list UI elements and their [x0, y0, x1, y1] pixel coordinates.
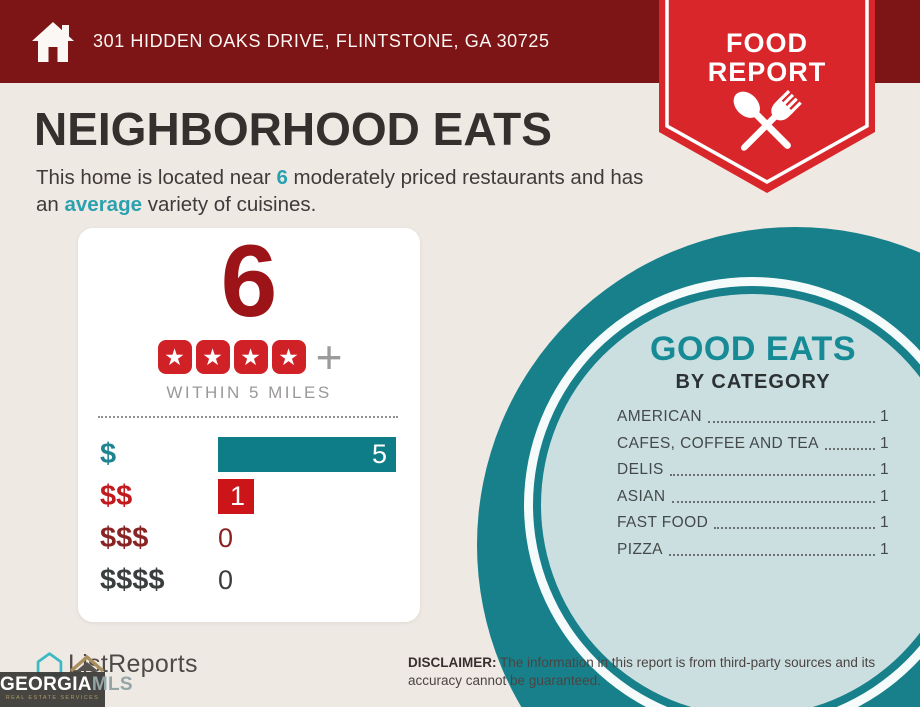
category-label: CAFES, COFFEE AND TEA [617, 434, 819, 452]
good-eats-title: GOOD EATS [650, 330, 856, 368]
price-label: $$$$ [100, 564, 165, 596]
category-count: 1 [879, 514, 889, 531]
dotted-leader [824, 447, 875, 450]
category-label: AMERICAN [617, 408, 703, 425]
food-report-ribbon: FOOD REPORT [659, 0, 875, 193]
house-icon [32, 21, 74, 62]
property-address: 301 HIDDEN OAKS DRIVE, FLINTSTONE, GA 30… [93, 31, 550, 51]
list-item: CAFES, COFFEE AND TEA 1 [617, 435, 889, 453]
bar-dollar-dollar: 1 [218, 479, 254, 514]
price-row-4: $$$$ 0 [78, 563, 396, 598]
bar-value: 5 [371, 439, 387, 469]
mls-name: GEORGIAMLS [0, 674, 133, 695]
list-item: DELIS 1 [617, 461, 889, 479]
page-title: NEIGHBORHOOD EATS [34, 103, 552, 155]
subtitle-text: moderately priced restaurants and has an [36, 166, 644, 216]
price-row-1: $ 5 [78, 437, 396, 472]
price-row-2: $$ 1 [78, 479, 396, 514]
georgia-mls-logo: GEORGIAMLS REAL ESTATE SERVICES [0, 672, 133, 707]
good-eats-subtitle: BY CATEGORY [675, 371, 831, 393]
dotted-leader [669, 474, 875, 476]
dotted-leader [671, 500, 875, 503]
category-count: 1 [879, 434, 889, 452]
price-row-3: $$$ 0 [78, 521, 396, 556]
radius-label: WITHIN 5 MILES [166, 383, 332, 402]
category-count: 1 [879, 540, 889, 558]
price-label: $ [100, 438, 117, 470]
subtitle-text: variety of cuisines. [142, 192, 317, 216]
price-label: $$ [100, 480, 133, 512]
list-item: PIZZA 1 [617, 541, 889, 559]
rating-row: ★ ★ ★ ★ + [78, 331, 420, 383]
restaurant-count: 6 [220, 224, 278, 338]
star-icon: ★ [271, 340, 306, 374]
mls-name-georgia: GEORGIA [0, 674, 92, 695]
mls-roof-icon [69, 654, 105, 673]
mls-tagline: REAL ESTATE SERVICES [5, 695, 100, 701]
dotted-divider [98, 416, 398, 418]
good-eats-panel: GOOD EATS BY CATEGORY AMERICAN 1 CAFES, C… [588, 330, 918, 567]
fork-icon [740, 89, 802, 151]
mls-name-mls: MLS [91, 674, 133, 695]
list-item: AMERICAN 1 [617, 408, 889, 426]
list-item: FAST FOOD 1 [617, 514, 889, 532]
list-item: ASIAN 1 [617, 488, 889, 506]
intro-subtitle: This home is located near 6 moderately p… [36, 165, 648, 218]
disclaimer: DISCLAIMER: The information in this repo… [408, 654, 918, 690]
category-list: AMERICAN 1 CAFES, COFFEE AND TEA 1 DELIS 1 … [617, 408, 889, 559]
price-bar-chart: $ 5 $$ 1 $$$ 0 $$$$ 0 [78, 437, 396, 605]
category-count: 1 [879, 487, 889, 505]
category-label: FAST FOOD [617, 514, 709, 531]
category-count: 1 [879, 461, 889, 478]
star-rating: ★ ★ ★ ★ [156, 340, 308, 374]
ribbon-line1: FOOD [726, 28, 808, 58]
variety-accent: average [64, 192, 143, 216]
bar-value: 1 [229, 481, 245, 511]
restaurant-count-accent: 6 [276, 166, 288, 189]
category-label: DELIS [617, 461, 664, 478]
bar-dollar: 5 [218, 437, 396, 472]
bar-value: 0 [218, 565, 234, 595]
star-icon: ★ [195, 340, 230, 374]
price-label: $$$ [100, 522, 149, 554]
dotted-leader [708, 421, 875, 423]
category-count: 1 [879, 408, 889, 425]
ribbon-line2: REPORT [708, 57, 827, 87]
plus-icon: + [315, 331, 343, 383]
star-icon: ★ [233, 340, 268, 374]
disclaimer-text: The information in this report is from t… [408, 655, 876, 688]
subtitle-text: This home is located near [36, 166, 277, 189]
restaurant-summary-card: 6 ★ ★ ★ ★ + WITHIN 5 MILES $ 5 $$ 1 $$$ 0 $… [78, 228, 420, 622]
dotted-leader [668, 553, 875, 556]
dotted-leader [714, 527, 875, 529]
star-icon: ★ [157, 340, 192, 374]
category-label: PIZZA [617, 540, 663, 558]
bar-value: 0 [218, 523, 234, 553]
disclaimer-label: DISCLAIMER: [408, 655, 497, 670]
spoon-icon [733, 91, 791, 149]
category-label: ASIAN [617, 487, 666, 505]
